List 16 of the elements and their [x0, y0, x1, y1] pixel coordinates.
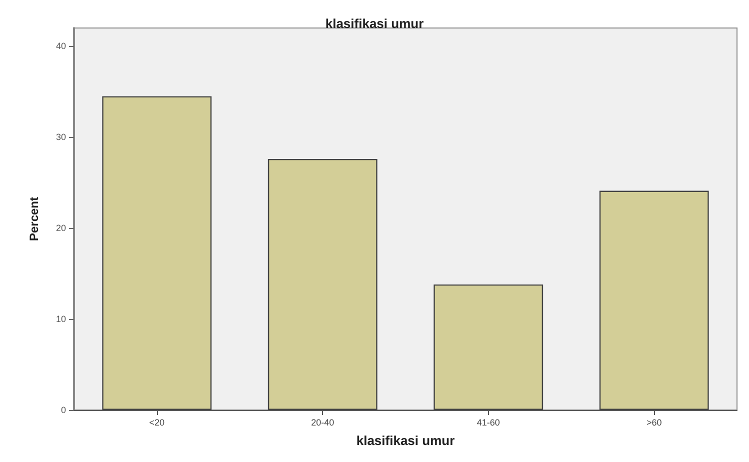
y-tick-label: 30: [56, 132, 66, 142]
y-axis-title: Percent: [27, 196, 41, 242]
x-tick-label: 20-40: [311, 418, 334, 428]
bar: [434, 284, 544, 410]
bar: [102, 96, 212, 410]
bar: [599, 190, 709, 410]
y-tick-label: 10: [56, 314, 66, 324]
x-axis-title: klasifikasi umur: [356, 433, 455, 448]
x-tick-label: 41-60: [476, 418, 500, 428]
bar: [268, 158, 378, 410]
chart-title: klasifikasi umur: [325, 16, 424, 31]
y-tick-label: 20: [56, 223, 66, 234]
y-tick-label: 0: [60, 405, 66, 415]
x-tick-label: >60: [646, 418, 662, 428]
y-tick-label: 40: [56, 41, 66, 52]
x-tick-label: <20: [149, 418, 165, 428]
